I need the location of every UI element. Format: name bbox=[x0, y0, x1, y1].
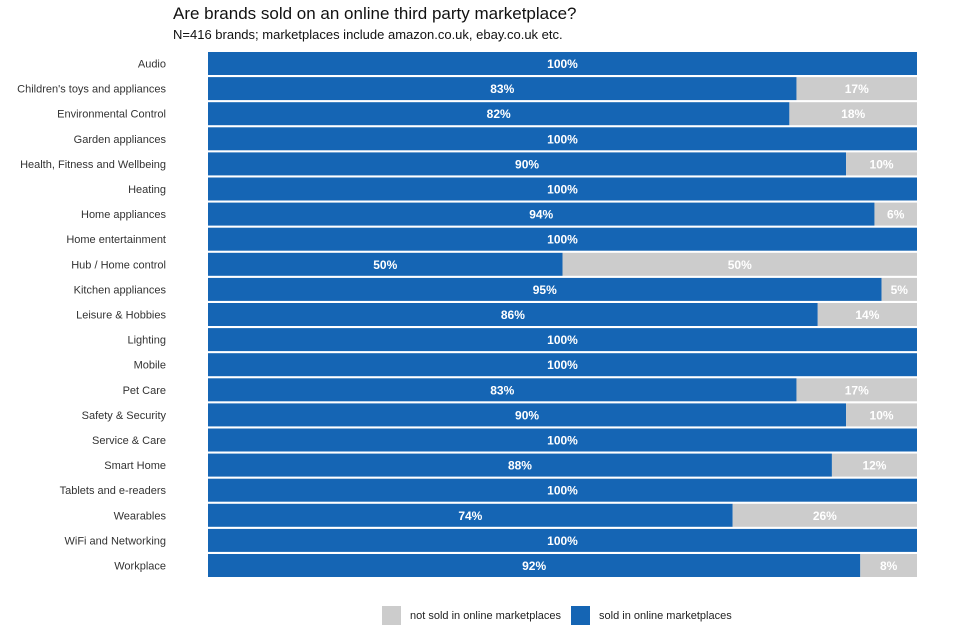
category-label-wearables: Wearables bbox=[114, 510, 167, 522]
category-label-home-entertainment: Home entertainment bbox=[66, 234, 166, 246]
value-label-sold-tablets-and-e-readers: 100% bbox=[547, 484, 578, 498]
bar-sold-home-appliances bbox=[208, 202, 875, 226]
value-label-sold-service-care: 100% bbox=[547, 434, 578, 448]
value-label-sold-leisure-hobbies: 86% bbox=[501, 308, 525, 322]
legend-swatch-not-sold bbox=[382, 606, 401, 625]
category-label-health-fitness-and-wellbeing: Health, Fitness and Wellbeing bbox=[20, 159, 166, 171]
value-label-sold-garden-appliances: 100% bbox=[547, 132, 578, 146]
category-label-pet-care: Pet Care bbox=[123, 385, 166, 397]
category-label-wifi-and-networking: WiFi and Networking bbox=[65, 535, 166, 547]
bar-not-sold-workplace bbox=[860, 554, 917, 577]
bar-sold-home-entertainment bbox=[208, 227, 917, 251]
bar-not-sold-pet-care bbox=[796, 378, 917, 402]
value-label-not-sold-health-fitness-and-wellbeing: 10% bbox=[870, 157, 894, 171]
value-label-sold-children-s-toys-and-appliances: 83% bbox=[490, 82, 514, 96]
bar-sold-smart-home bbox=[208, 453, 832, 477]
value-label-not-sold-safety-security: 10% bbox=[870, 408, 894, 422]
bar-sold-wifi-and-networking bbox=[208, 528, 917, 552]
value-label-not-sold-wearables: 26% bbox=[813, 509, 837, 523]
bar-sold-service-care bbox=[208, 428, 917, 452]
bar-not-sold-smart-home bbox=[831, 453, 917, 477]
bar-sold-environmental-control bbox=[208, 102, 790, 126]
value-label-sold-lighting: 100% bbox=[547, 333, 578, 347]
bar-not-sold-health-fitness-and-wellbeing bbox=[846, 152, 917, 176]
bar-not-sold-kitchen-appliances bbox=[881, 277, 917, 301]
category-label-mobile: Mobile bbox=[134, 360, 166, 372]
bar-not-sold-safety-security bbox=[846, 403, 917, 427]
chart-title: Are brands sold on an online third party… bbox=[173, 4, 577, 23]
bar-sold-safety-security bbox=[208, 403, 847, 427]
bar-sold-garden-appliances bbox=[208, 127, 917, 151]
value-label-sold-kitchen-appliances: 95% bbox=[533, 283, 557, 297]
value-label-not-sold-environmental-control: 18% bbox=[841, 107, 865, 121]
value-label-sold-workplace: 92% bbox=[522, 559, 546, 573]
legend-swatch-sold bbox=[571, 606, 591, 625]
value-label-sold-home-entertainment: 100% bbox=[547, 233, 578, 247]
bar-not-sold-home-appliances bbox=[874, 202, 917, 226]
bar-not-sold-hub-home-control bbox=[562, 252, 917, 276]
value-label-sold-smart-home: 88% bbox=[508, 459, 532, 473]
legend-label-sold: sold in online marketplaces bbox=[599, 609, 732, 622]
value-label-sold-heating: 100% bbox=[547, 183, 578, 197]
bar-sold-wearables bbox=[208, 503, 733, 527]
value-label-sold-wifi-and-networking: 100% bbox=[547, 534, 578, 548]
value-label-not-sold-home-appliances: 6% bbox=[887, 208, 905, 222]
legend-item-not-sold: not sold in online marketplaces bbox=[382, 606, 561, 625]
category-label-safety-security: Safety & Security bbox=[82, 410, 167, 422]
category-label-workplace: Workplace bbox=[114, 561, 166, 573]
category-label-tablets-and-e-readers: Tablets and e-readers bbox=[60, 485, 167, 497]
legend-label-not-sold: not sold in online marketplaces bbox=[410, 609, 562, 622]
value-label-not-sold-hub-home-control: 50% bbox=[728, 258, 752, 272]
category-label-lighting: Lighting bbox=[127, 335, 166, 347]
category-label-home-appliances: Home appliances bbox=[81, 209, 166, 221]
value-label-sold-health-fitness-and-wellbeing: 90% bbox=[515, 157, 539, 171]
value-label-sold-pet-care: 83% bbox=[490, 383, 514, 397]
chart-subtitle: N=416 brands; marketplaces include amazo… bbox=[173, 27, 563, 42]
bar-not-sold-wearables bbox=[732, 503, 917, 527]
legend: not sold in online marketplaces sold in … bbox=[382, 606, 742, 625]
bar-sold-tablets-and-e-readers bbox=[208, 478, 917, 502]
value-label-sold-audio: 100% bbox=[547, 57, 578, 71]
bar-sold-pet-care bbox=[208, 378, 797, 402]
category-label-kitchen-appliances: Kitchen appliances bbox=[74, 284, 167, 296]
value-label-not-sold-children-s-toys-and-appliances: 17% bbox=[845, 82, 869, 96]
category-label-service-care: Service & Care bbox=[92, 435, 166, 447]
bar-sold-lighting bbox=[208, 328, 917, 352]
bar-not-sold-environmental-control bbox=[789, 102, 917, 126]
bar-sold-kitchen-appliances bbox=[208, 277, 882, 301]
legend-item-sold: sold in online marketplaces bbox=[571, 606, 732, 625]
value-label-not-sold-smart-home: 12% bbox=[862, 459, 886, 473]
bar-sold-children-s-toys-and-appliances bbox=[208, 77, 797, 101]
bar-sold-heating bbox=[208, 177, 917, 201]
bar-sold-workplace bbox=[208, 554, 861, 577]
value-label-sold-mobile: 100% bbox=[547, 358, 578, 372]
bar-not-sold-children-s-toys-and-appliances bbox=[796, 77, 917, 101]
category-label-hub-home-control: Hub / Home control bbox=[71, 259, 166, 271]
value-label-sold-wearables: 74% bbox=[458, 509, 482, 523]
value-label-not-sold-pet-care: 17% bbox=[845, 383, 869, 397]
category-label-garden-appliances: Garden appliances bbox=[74, 134, 167, 146]
value-label-not-sold-leisure-hobbies: 14% bbox=[855, 308, 879, 322]
category-label-environmental-control: Environmental Control bbox=[57, 109, 166, 121]
value-label-sold-hub-home-control: 50% bbox=[373, 258, 397, 272]
value-label-not-sold-workplace: 8% bbox=[880, 559, 898, 573]
bar-sold-audio bbox=[208, 52, 917, 75]
bar-chart: Audio 100% Children's toys and appliances 8… bbox=[17, 52, 917, 577]
category-label-children-s-toys-and-appliances: Children's toys and appliances bbox=[17, 84, 166, 96]
category-label-smart-home: Smart Home bbox=[104, 460, 166, 472]
category-label-leisure-hobbies: Leisure & Hobbies bbox=[76, 310, 166, 322]
value-label-sold-safety-security: 90% bbox=[515, 408, 539, 422]
value-label-sold-home-appliances: 94% bbox=[529, 208, 553, 222]
value-label-not-sold-kitchen-appliances: 5% bbox=[891, 283, 909, 297]
bar-sold-leisure-hobbies bbox=[208, 303, 818, 326]
bar-sold-mobile bbox=[208, 353, 917, 377]
bar-not-sold-leisure-hobbies bbox=[817, 303, 917, 326]
value-label-sold-environmental-control: 82% bbox=[487, 107, 511, 121]
bar-sold-health-fitness-and-wellbeing bbox=[208, 152, 847, 176]
category-label-audio: Audio bbox=[138, 59, 166, 71]
category-label-heating: Heating bbox=[128, 184, 166, 196]
bar-sold-hub-home-control bbox=[208, 252, 563, 276]
